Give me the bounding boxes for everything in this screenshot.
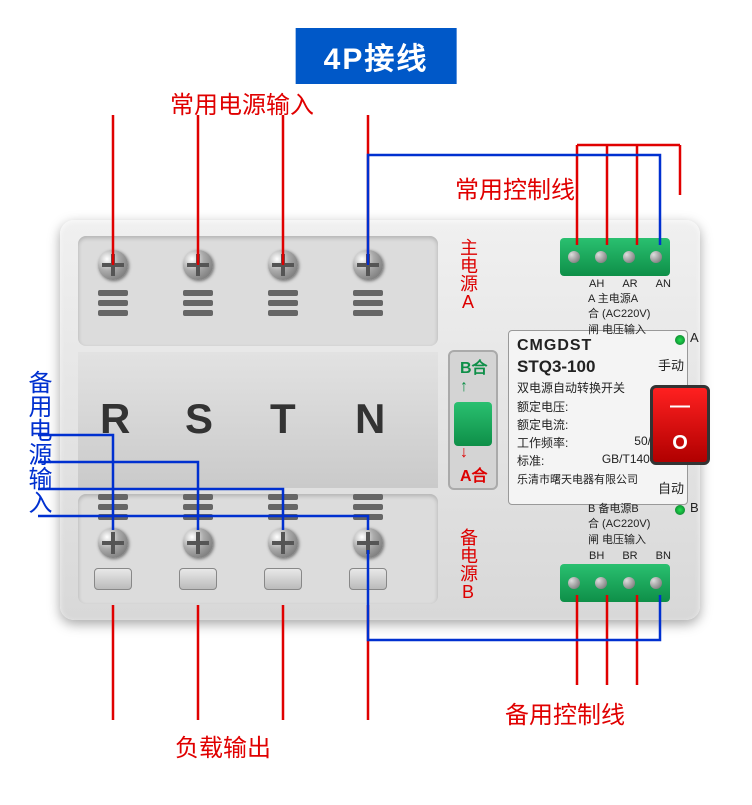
- pin: [568, 577, 580, 589]
- screw: [353, 528, 383, 558]
- page-title: 4P接线: [296, 28, 457, 84]
- lug: [264, 568, 302, 590]
- pole-letter: S: [185, 395, 213, 443]
- top-terminal-plate: [78, 236, 438, 346]
- toggle-knob[interactable]: [454, 402, 492, 446]
- vent: [353, 290, 383, 296]
- pole-letter: T: [270, 395, 296, 443]
- pin: [595, 577, 607, 589]
- pole-letter: N: [355, 395, 385, 443]
- vent: [268, 300, 298, 306]
- vent: [353, 310, 383, 316]
- vent: [268, 310, 298, 316]
- lug: [349, 568, 387, 590]
- rocker-on-icon: —: [670, 395, 690, 418]
- vent: [98, 514, 128, 520]
- lug: [94, 568, 132, 590]
- vent: [98, 290, 128, 296]
- power-rocker[interactable]: — O: [650, 385, 710, 465]
- bot-ctrl-terminal[interactable]: [560, 564, 670, 602]
- screw: [98, 528, 128, 558]
- label-main-input: 常用电源输入: [170, 85, 314, 120]
- pole-letter: R: [100, 395, 130, 443]
- screw: [268, 250, 298, 280]
- pin: [623, 251, 635, 263]
- toggle-a-on: ↓A合: [460, 444, 488, 486]
- switch-device: 主电源A 备电源B B合↑ ↓A合 CMGDST STQ3-100 双电源自动转…: [60, 220, 700, 620]
- text-a: A: [690, 330, 699, 345]
- pin: [623, 577, 635, 589]
- vent: [183, 290, 213, 296]
- pin: [650, 251, 662, 263]
- vent: [98, 504, 128, 510]
- vent: [98, 310, 128, 316]
- info-b: B 备电源B合 (AC220V)闸 电压输入: [588, 502, 650, 548]
- vent: [183, 494, 213, 500]
- label-main-ctrl: 常用控制线: [455, 170, 575, 205]
- side-label-main-a: 主电源A: [455, 238, 481, 312]
- side-label-backup-b: 备电源B: [455, 528, 481, 602]
- vent: [98, 300, 128, 306]
- vent: [183, 310, 213, 316]
- screw: [183, 528, 213, 558]
- screw: [98, 250, 128, 280]
- text-manual: 手动: [658, 355, 684, 374]
- company: 乐清市曙天电器有限公司: [517, 471, 679, 487]
- led-a: [675, 335, 685, 345]
- rocker-off-icon: O: [672, 432, 688, 455]
- label-backup-input: 备用电源输入: [20, 370, 55, 514]
- vent: [353, 514, 383, 520]
- label-backup-ctrl: 备用控制线: [505, 695, 625, 730]
- vent: [268, 290, 298, 296]
- toggle-slot[interactable]: B合↑ ↓A合: [448, 350, 498, 490]
- vent: [353, 300, 383, 306]
- pin: [650, 577, 662, 589]
- screw: [353, 250, 383, 280]
- label-load-output: 负载输出: [175, 728, 271, 763]
- vent: [98, 494, 128, 500]
- model: STQ3-100: [517, 357, 679, 377]
- text-b: B: [690, 500, 699, 515]
- led-b: [675, 505, 685, 515]
- toggle-b-on: B合↑: [460, 354, 488, 396]
- vent: [183, 300, 213, 306]
- vent: [268, 494, 298, 500]
- vent: [353, 494, 383, 500]
- brand: CMGDST: [517, 337, 679, 355]
- pin: [595, 251, 607, 263]
- vent: [183, 504, 213, 510]
- pin: [568, 251, 580, 263]
- vent: [183, 514, 213, 520]
- vent: [268, 514, 298, 520]
- top-ctrl-terminal[interactable]: [560, 238, 670, 276]
- vent: [268, 504, 298, 510]
- text-auto: 自动: [658, 478, 684, 497]
- lug: [179, 568, 217, 590]
- screw: [183, 250, 213, 280]
- info-a: A 主电源A合 (AC220V)闸 电压输入: [588, 292, 650, 338]
- screw: [268, 528, 298, 558]
- vent: [353, 504, 383, 510]
